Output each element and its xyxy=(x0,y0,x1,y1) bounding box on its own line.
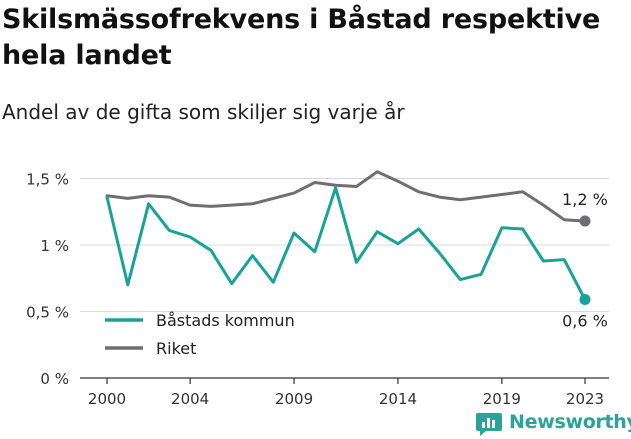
chart-title: Skilsmässofrekvens i Båstad respektive h… xyxy=(2,4,601,71)
y-tick-label: 1 % xyxy=(40,237,69,255)
x-axis-ticks: 2000 2004 2009 2014 2019 2023 xyxy=(88,378,604,408)
series-end-marker xyxy=(579,294,591,306)
x-tick-label: 2023 xyxy=(566,390,604,408)
x-tick-label: 2009 xyxy=(275,390,313,408)
series-end-label: 1,2 % xyxy=(562,190,608,209)
series-line-bastad xyxy=(105,186,587,301)
y-tick-label: 0,5 % xyxy=(26,304,69,322)
y-tick-label: 0 % xyxy=(40,370,69,388)
chart-subtitle: Andel av de gifta som skiljer sig varje … xyxy=(2,100,405,124)
legend-label: Båstads kommun xyxy=(156,311,295,330)
y-tick-label: 1,5 % xyxy=(26,171,69,189)
series-line-riket xyxy=(105,170,587,223)
legend: Båstads kommun Riket xyxy=(105,311,295,358)
series-end-marker xyxy=(579,215,591,227)
x-tick-label: 2000 xyxy=(88,390,126,408)
series-end-label: 0,6 % xyxy=(562,312,608,331)
end-labels: 1,2 % 0,6 % xyxy=(562,190,608,330)
legend-label: Riket xyxy=(156,339,196,358)
x-tick-label: 2019 xyxy=(483,390,521,408)
y-axis-ticks: 0 % 0,5 % 1 % 1,5 % xyxy=(26,171,69,389)
gridlines xyxy=(80,178,609,379)
newsworthy-wordmark: Newsworthy xyxy=(509,411,631,433)
x-tick-label: 2014 xyxy=(379,390,417,408)
x-tick-label: 2004 xyxy=(171,390,209,408)
series-lines xyxy=(105,170,591,306)
newsworthy-logo-icon xyxy=(476,413,502,436)
newsworthy-brand: Newsworthy xyxy=(475,407,631,437)
